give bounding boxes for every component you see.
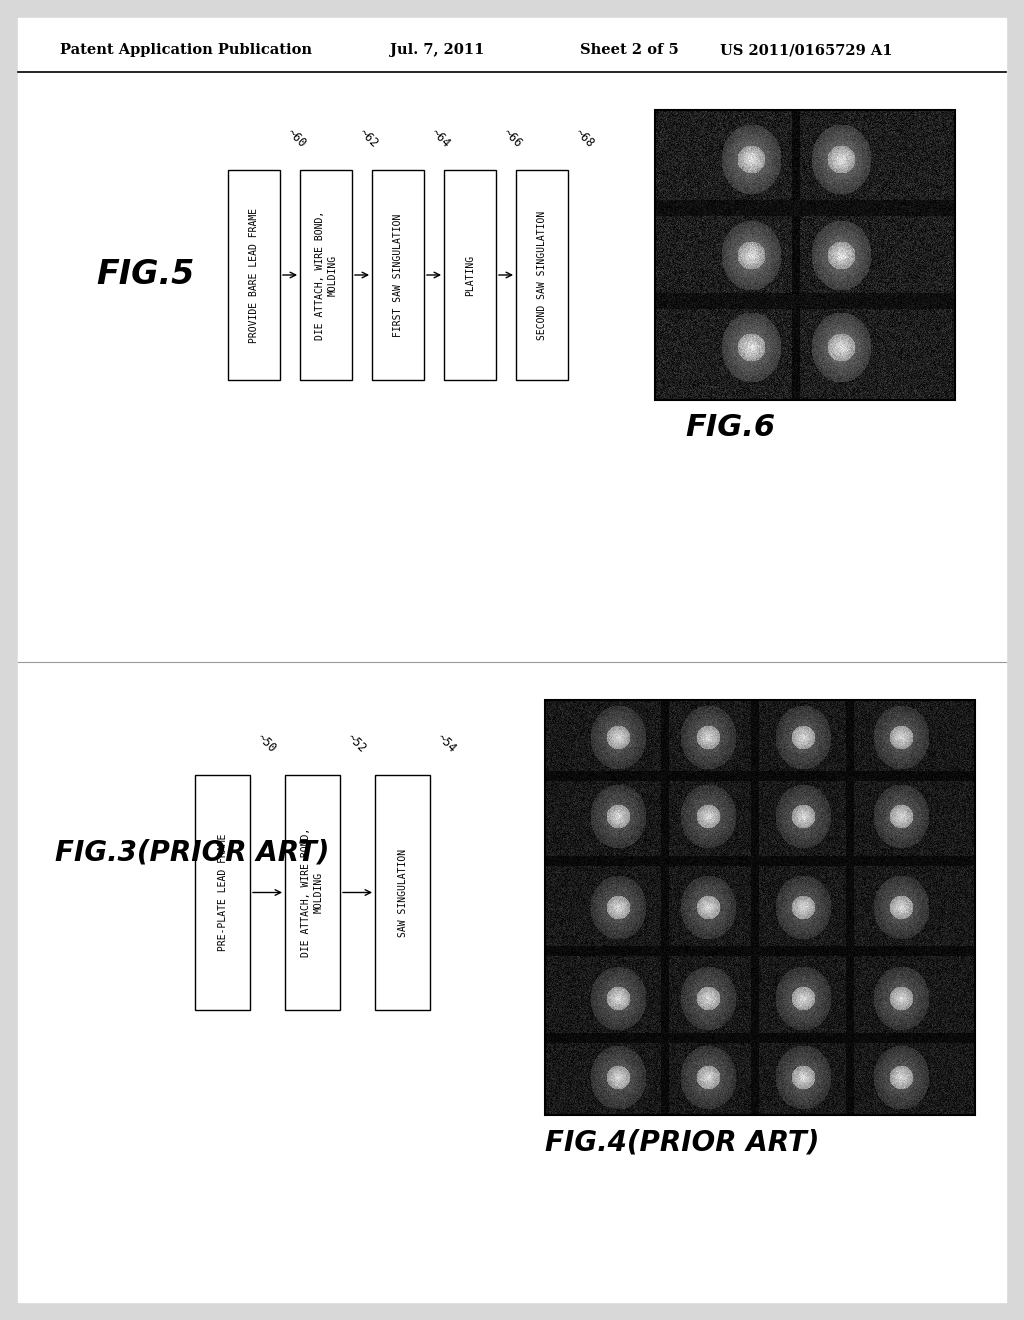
Text: ~54: ~54: [434, 731, 459, 755]
Bar: [444, 170, 496, 380]
Bar: [545, 700, 975, 1115]
Text: ~64: ~64: [428, 125, 453, 150]
Bar: [375, 775, 430, 1010]
Text: PROVIDE BARE LEAD FRAME: PROVIDE BARE LEAD FRAME: [249, 207, 259, 343]
Bar: [655, 110, 955, 400]
Bar: [516, 170, 568, 380]
Text: DIE ATTACH, WIRE BOND,
MOLDING: DIE ATTACH, WIRE BOND, MOLDING: [301, 828, 324, 957]
Text: Patent Application Publication: Patent Application Publication: [60, 44, 312, 57]
Text: ~52: ~52: [344, 731, 369, 755]
Bar: [285, 775, 340, 1010]
Text: PRE-PLATE LEAD FRAME: PRE-PLATE LEAD FRAME: [217, 834, 227, 952]
Text: ~66: ~66: [500, 125, 524, 150]
Bar: [300, 170, 352, 380]
Text: SAW SINGULATION: SAW SINGULATION: [397, 849, 408, 937]
Bar: [195, 775, 250, 1010]
Text: DIE ATTACH, WIRE BOND,
MOLDING: DIE ATTACH, WIRE BOND, MOLDING: [314, 210, 337, 339]
Text: FIG.3(PRIOR ART): FIG.3(PRIOR ART): [55, 838, 330, 866]
Text: ~68: ~68: [572, 125, 596, 150]
Text: ~50: ~50: [254, 731, 279, 755]
Text: ~62: ~62: [356, 125, 380, 150]
Text: US 2011/0165729 A1: US 2011/0165729 A1: [720, 44, 893, 57]
Text: FIG.5: FIG.5: [96, 259, 195, 292]
Text: Jul. 7, 2011: Jul. 7, 2011: [390, 44, 484, 57]
Text: Sheet 2 of 5: Sheet 2 of 5: [580, 44, 679, 57]
Bar: [372, 170, 424, 380]
Bar: [228, 170, 280, 380]
Text: FIG.6: FIG.6: [685, 413, 775, 442]
Text: FIRST SAW SINGULATION: FIRST SAW SINGULATION: [393, 214, 403, 337]
Text: ~60: ~60: [284, 125, 308, 150]
Text: FIG.4(PRIOR ART): FIG.4(PRIOR ART): [545, 1129, 819, 1158]
Text: SECOND SAW SINGULATION: SECOND SAW SINGULATION: [537, 210, 547, 339]
Text: PLATING: PLATING: [465, 255, 475, 296]
